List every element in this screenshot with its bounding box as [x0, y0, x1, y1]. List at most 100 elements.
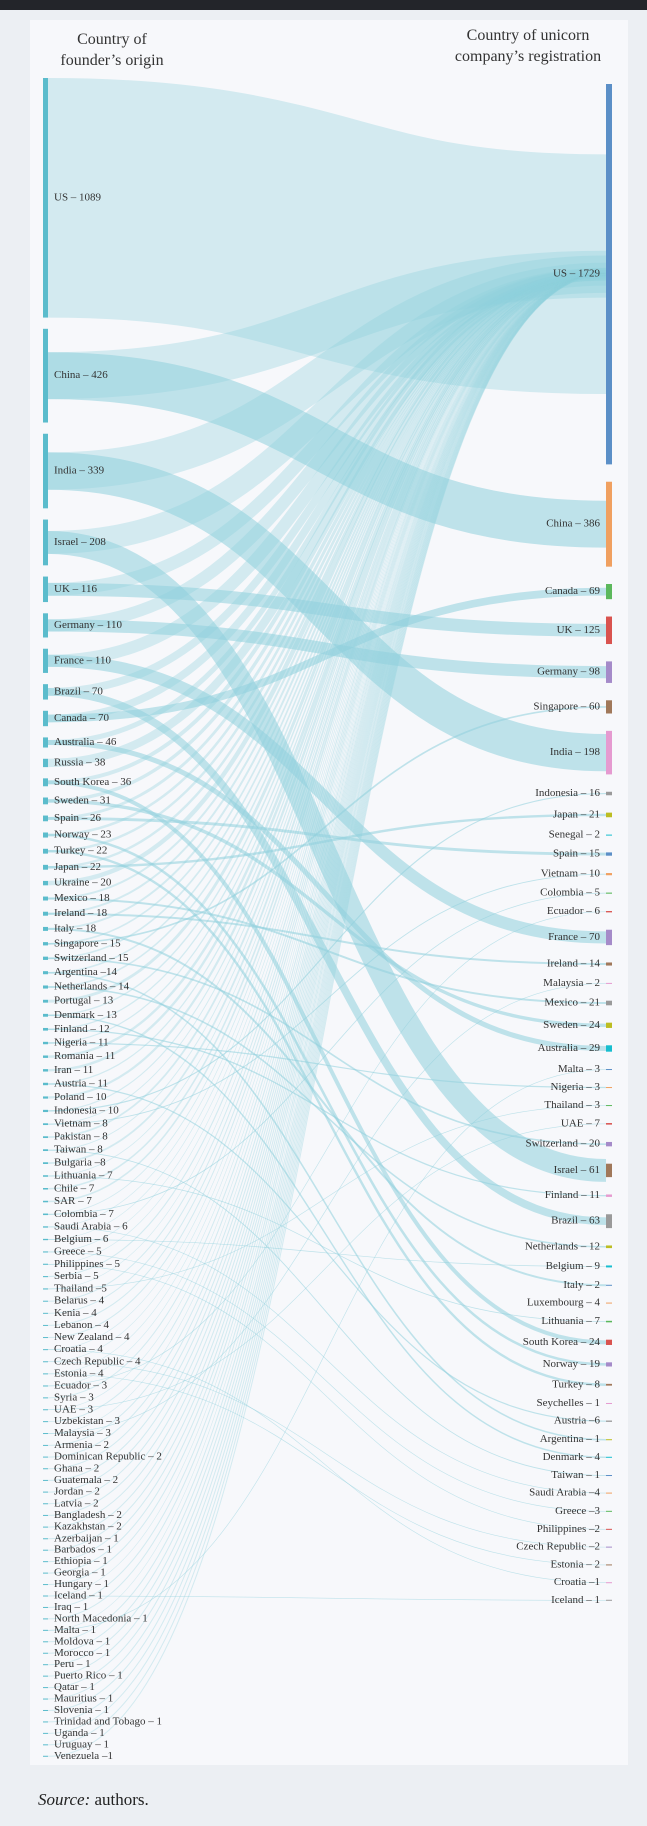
source-label: Armenia – 2: [54, 1439, 109, 1451]
source-node: [43, 1069, 48, 1072]
source-node: [43, 1421, 48, 1423]
source-node: [43, 519, 48, 566]
source-node: [43, 1456, 48, 1458]
flow: [47, 273, 607, 1265]
flow: [47, 272, 607, 853]
target-node: [606, 481, 612, 567]
flow: [47, 273, 607, 1734]
flow: [47, 273, 607, 1326]
target-node: [606, 1284, 612, 1286]
source-label: New Zealand – 4: [54, 1331, 130, 1343]
flow: [47, 619, 607, 679]
source-node: [43, 1468, 48, 1470]
source-label: Argentina –14: [54, 966, 118, 978]
target-node: [606, 1123, 612, 1125]
source-label: UK – 116: [54, 583, 97, 595]
source-note: Source: authors.: [38, 1790, 149, 1809]
flow: [47, 273, 607, 1540]
flow: [47, 273, 607, 1723]
flow: [47, 270, 607, 768]
target-node: [606, 1383, 612, 1386]
target-label: Malaysia – 2: [543, 977, 600, 989]
source-node: [43, 815, 48, 822]
target-label: Senegal – 2: [549, 829, 600, 841]
flow: [47, 792, 607, 1112]
flow: [47, 273, 607, 1470]
flow: [47, 273, 607, 1290]
flow: [47, 833, 607, 1366]
flow: [47, 1014, 607, 1459]
source-label: Mexico – 18: [54, 892, 110, 904]
flow: [47, 273, 607, 1044]
source-node: [43, 1337, 48, 1339]
source-node: [43, 1200, 48, 1203]
target-node: [606, 1105, 612, 1107]
source-node: [43, 1013, 48, 1017]
source-label: Austria – 11: [54, 1078, 108, 1090]
target-node: [606, 1141, 612, 1147]
target-node: [606, 1022, 612, 1028]
source-node: [43, 832, 48, 838]
flow: [47, 912, 607, 966]
source-node: [43, 737, 48, 748]
flow: [47, 273, 607, 1240]
source-node: [43, 1136, 48, 1139]
flow: [47, 971, 607, 1441]
source-label: Morocco – 1: [54, 1647, 110, 1659]
flow: [47, 273, 607, 1666]
flow: [47, 78, 607, 394]
flow: [47, 587, 607, 723]
flow: [47, 273, 607, 1700]
target-label: Ireland – 14: [547, 958, 601, 970]
source-label: South Korea – 36: [54, 776, 132, 788]
target-label: Ecuador – 6: [547, 905, 601, 917]
nodes: US – 1089 China – 426 India – 339 Israel – …: [43, 78, 612, 1762]
flow: [47, 582, 607, 637]
source-label: Philippines – 5: [54, 1258, 121, 1270]
flow: [47, 892, 607, 1215]
target-node: [606, 1000, 612, 1006]
source-label: Taiwan – 8: [54, 1144, 103, 1156]
source-label: Malta – 1: [54, 1624, 96, 1636]
flow: [47, 849, 607, 1386]
source-node: [43, 613, 48, 638]
target-label: Brazil – 63: [551, 1215, 600, 1227]
flow: [47, 1361, 607, 1548]
source-node: [43, 1664, 48, 1666]
source-node: [43, 956, 48, 960]
source-label: Latvia – 2: [54, 1497, 99, 1509]
source-label: Uruguay – 1: [54, 1738, 109, 1750]
source-label: Ethiopia – 1: [54, 1555, 108, 1567]
target-label: Thailand – 3: [544, 1099, 600, 1111]
flow: [47, 273, 607, 1030]
flow: [47, 273, 607, 1215]
source-label: Portugal – 13: [54, 995, 114, 1007]
flow: [47, 273, 607, 1375]
flow: [47, 688, 607, 1226]
target-label: Canada – 69: [545, 585, 600, 597]
source-node: [43, 1349, 48, 1351]
source-label: Ecuador – 3: [54, 1380, 108, 1392]
source-node: [43, 433, 48, 509]
source-node: [43, 328, 48, 423]
source-node: [43, 1698, 48, 1700]
source-node: [43, 1213, 48, 1216]
source-label: Italy – 18: [54, 922, 97, 934]
source-node: [43, 1096, 48, 1099]
flow: [47, 273, 607, 1608]
source-label: Bangladesh – 2: [54, 1509, 122, 1521]
source-label: Nigeria – 11: [54, 1037, 109, 1049]
source-label: Dominican Republic – 2: [54, 1451, 162, 1463]
flow: [47, 957, 607, 1145]
target-label: Malta – 3: [558, 1063, 601, 1075]
source-node: [43, 1503, 48, 1505]
flow: [47, 1373, 607, 1566]
flow: [47, 1105, 607, 1290]
target-node: [606, 1320, 612, 1323]
flow: [47, 272, 607, 837]
target-node: [606, 929, 612, 946]
source-label: Bulgaria –8: [54, 1157, 106, 1169]
target-node: [606, 616, 612, 645]
right-title-line: Country of unicorn: [467, 27, 590, 44]
source-node: [43, 1361, 48, 1363]
